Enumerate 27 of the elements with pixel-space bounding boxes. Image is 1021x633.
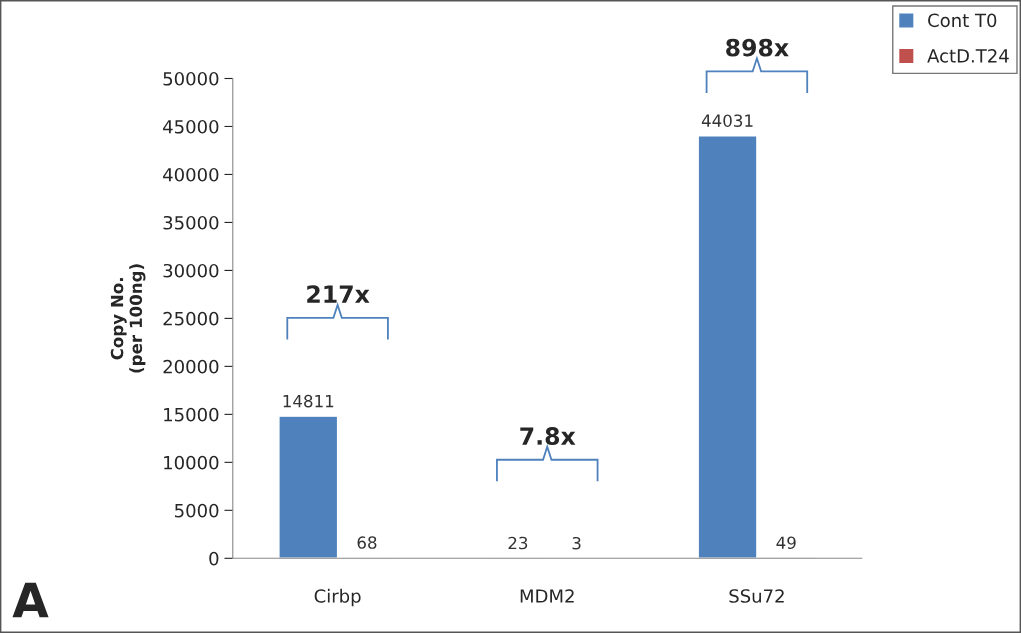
legend-label: ActD.T24 bbox=[927, 49, 1009, 63]
y-tick-label: 35000 bbox=[163, 215, 219, 230]
data-label: 44031 bbox=[701, 114, 753, 127]
y-tick-label: 15000 bbox=[164, 407, 219, 422]
data-label: 23 bbox=[508, 536, 528, 550]
y-tick-label: 5000 bbox=[175, 503, 219, 518]
data-label: 3 bbox=[572, 536, 581, 550]
data-label: 49 bbox=[776, 536, 796, 550]
y-tick-label: 50000 bbox=[163, 71, 219, 86]
data-label: 14811 bbox=[283, 394, 334, 408]
y-tick-label: 0 bbox=[209, 551, 219, 566]
legend-label: Cont T0 bbox=[928, 13, 997, 28]
text: 898x bbox=[726, 38, 789, 57]
x-tick-label: SSu72 bbox=[729, 589, 784, 603]
y-tick-label: 45000 bbox=[163, 119, 219, 134]
y-tick-label: 30000 bbox=[163, 263, 219, 278]
y-tick-label: 25000 bbox=[163, 311, 219, 326]
data-label: 68 bbox=[357, 536, 377, 549]
annotation: 7.8x bbox=[520, 427, 576, 445]
x-tick-label: Cirbp bbox=[314, 588, 361, 607]
y-tick-label: 20000 bbox=[163, 359, 219, 374]
text: A bbox=[12, 582, 49, 618]
x-tick-label: MDM2 bbox=[520, 589, 574, 603]
annotation: 217x bbox=[307, 285, 370, 303]
y-axis-title: Copy No. (per 100ng) bbox=[110, 264, 146, 373]
y-tick-label: 40000 bbox=[163, 167, 219, 182]
y-tick-label: 10000 bbox=[164, 455, 219, 470]
